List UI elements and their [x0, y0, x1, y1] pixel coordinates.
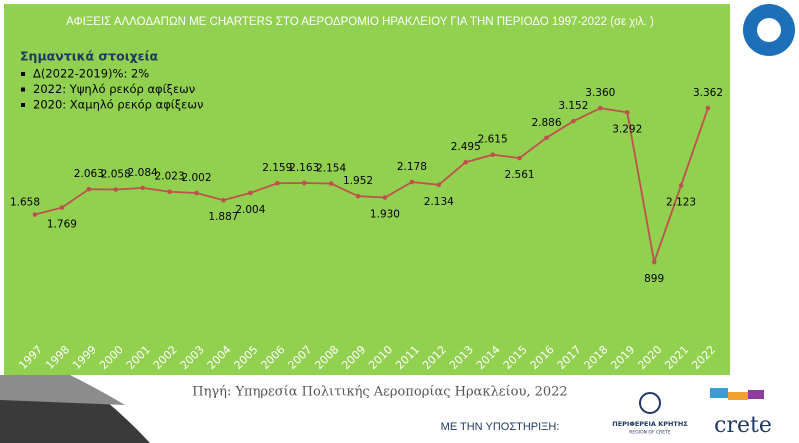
value-label: 1.769 — [47, 219, 77, 231]
value-label: 2.058 — [101, 169, 131, 181]
data-point — [624, 110, 630, 115]
value-label: 2.063 — [74, 168, 104, 180]
value-label: 2.495 — [451, 141, 481, 153]
data-point — [598, 105, 603, 111]
data-point — [194, 190, 199, 196]
value-label: 2.178 — [397, 161, 427, 173]
region-logo-en: REGION OF CRETE — [629, 430, 671, 436]
value-label: 2.886 — [531, 117, 561, 129]
value-label: 1.930 — [370, 209, 400, 221]
crete-logo: crete — [714, 413, 772, 438]
data-point — [651, 259, 657, 265]
data-line — [34, 107, 709, 266]
data-point — [59, 205, 65, 210]
data-point — [517, 155, 522, 161]
data-point — [490, 152, 495, 158]
data-point — [678, 183, 684, 188]
data-point — [113, 187, 119, 192]
value-label: 899 — [644, 273, 664, 285]
region-logo-icon — [639, 392, 661, 414]
value-label: 2.134 — [424, 196, 454, 208]
data-point — [274, 180, 280, 186]
value-label: 2.123 — [666, 196, 696, 208]
value-label: 1.658 — [10, 197, 40, 209]
data-point — [705, 105, 711, 111]
value-label: 3.292 — [612, 123, 642, 135]
data-point — [436, 182, 442, 188]
support-label: ΜΕ ΤΗΝ ΥΠΟΣΤΗΡΙΞΗ: — [441, 421, 560, 433]
value-label: 2.163 — [289, 162, 319, 174]
crete-logo-icon — [710, 388, 728, 398]
crete-logo-icon — [748, 390, 764, 399]
data-point — [86, 186, 92, 192]
data-point — [382, 195, 388, 200]
data-point — [248, 190, 253, 196]
decor-swoosh — [0, 375, 125, 405]
data-point — [301, 180, 307, 186]
data-point — [409, 179, 415, 185]
value-label: 2.159 — [262, 162, 292, 174]
value-label: 1.887 — [208, 211, 238, 223]
data-point — [32, 212, 38, 217]
data-point — [221, 197, 226, 203]
value-label: 2.004 — [235, 204, 265, 216]
data-point — [140, 185, 145, 191]
note-item: Δ(2022-2019)%: 2% — [33, 67, 149, 81]
value-label: 3.360 — [585, 87, 615, 99]
corner-logo — [757, 18, 781, 42]
value-label: 1.952 — [343, 175, 373, 187]
value-label: 2.023 — [155, 171, 185, 183]
data-point — [328, 181, 334, 186]
data-point — [571, 118, 576, 124]
value-label: 2.002 — [181, 172, 211, 184]
data-point — [355, 193, 361, 199]
crete-logo-icon — [728, 392, 748, 400]
note-bullet — [21, 103, 25, 107]
note-item: 2022: Υψηλό ρεκόρ αφίξεων — [33, 82, 195, 96]
region-logo: ΠΕΡΙΦΕΡΕΙΑ ΚΡΗΤΗΣ — [612, 420, 688, 428]
note-bullet — [21, 87, 25, 92]
value-label: 3.152 — [558, 100, 588, 112]
note-item: 2020: Χαμηλό ρεκόρ αφίξεων — [33, 98, 203, 112]
notes-title: Σημαντικά στοιχεία — [20, 49, 158, 64]
value-label: 2.561 — [505, 169, 535, 181]
note-bullet — [21, 72, 25, 76]
value-label: 3.362 — [693, 87, 723, 99]
data-point — [544, 135, 549, 141]
chart-title: ΑΦΙΞΕΙΣ ΑΛΛΟΔΑΠΩΝ ΜΕ CHARTERS ΣΤΟ ΑΕΡΟΔΡ… — [66, 16, 654, 28]
value-label: 2.084 — [128, 167, 158, 179]
data-point — [167, 189, 172, 195]
value-label: 2.154 — [316, 163, 346, 175]
data-point — [463, 159, 469, 165]
value-label: 2.615 — [478, 134, 508, 146]
source-note: Πηγή: Υπηρεσία Πολιτικής Αεροπορίας Ηρακ… — [192, 385, 567, 400]
